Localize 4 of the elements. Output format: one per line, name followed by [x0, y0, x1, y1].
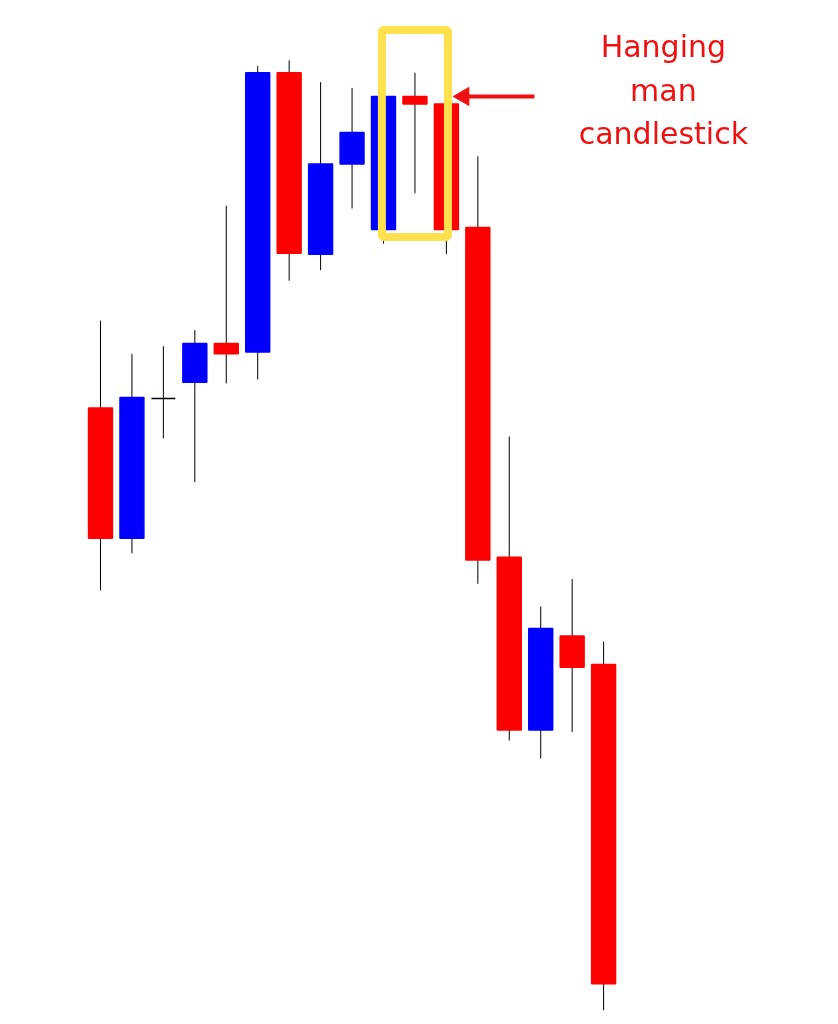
candlestick [402, 72, 428, 194]
candlestick [213, 205, 239, 384]
candlestick [150, 345, 177, 439]
annotation: Hanging man candlestick [578, 29, 749, 152]
